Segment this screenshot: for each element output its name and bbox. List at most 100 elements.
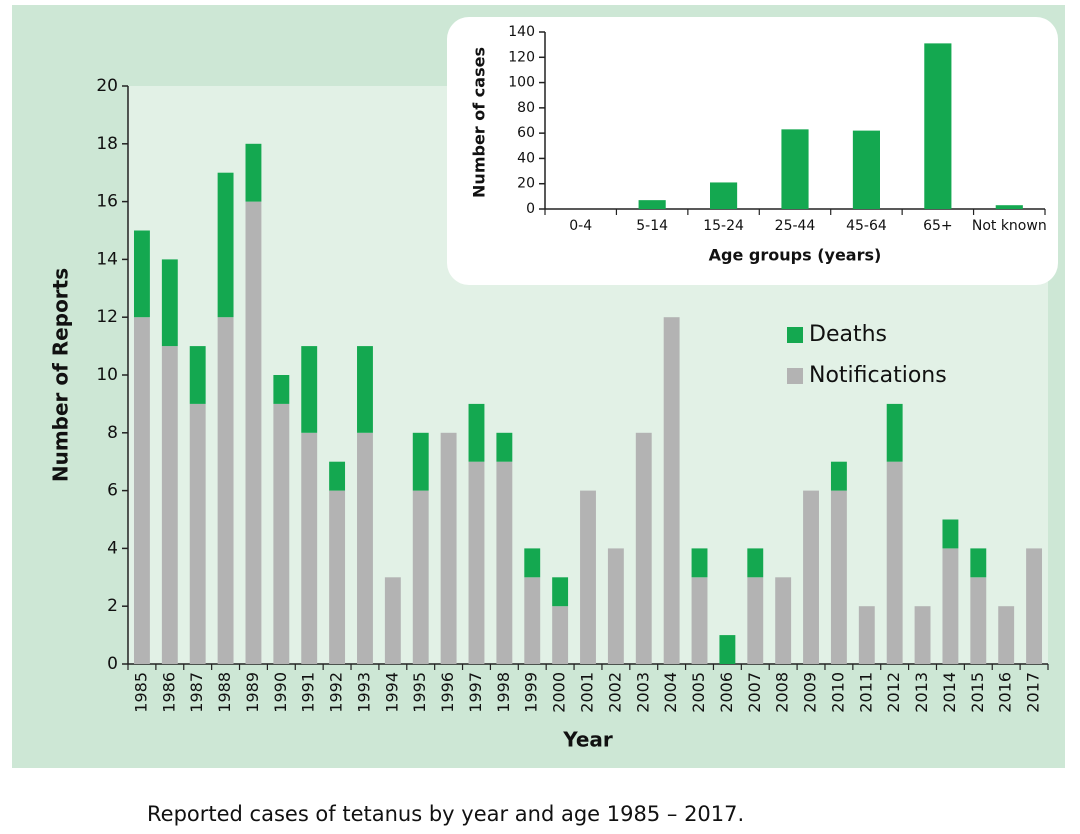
bar-segment xyxy=(830,461,847,491)
y-tick-label: 16 xyxy=(96,192,118,212)
y-tick-label: 120 xyxy=(508,49,535,65)
x-tick-label: 45-64 xyxy=(846,218,887,234)
bar-segment xyxy=(357,346,373,433)
x-tick-label: 2002 xyxy=(605,672,624,713)
bar-segment xyxy=(747,548,764,578)
x-tick-label: 2001 xyxy=(578,672,597,713)
x-tick-label: 1991 xyxy=(299,672,318,713)
bar-segment xyxy=(440,432,457,664)
y-tick-label: 4 xyxy=(107,538,118,558)
bar-segment xyxy=(970,548,987,578)
bar-segment xyxy=(189,403,206,664)
bar-segment xyxy=(133,230,150,318)
x-tick-label: 2015 xyxy=(968,672,987,713)
y-tick-label: 6 xyxy=(107,481,118,501)
x-tick-label: 2013 xyxy=(912,672,931,713)
y-tick-label: 18 xyxy=(96,134,118,154)
x-tick-label: 2008 xyxy=(773,672,792,713)
bar-segment xyxy=(496,461,513,664)
x-tick-label: 15-24 xyxy=(703,218,744,234)
y-tick-label: 40 xyxy=(517,150,535,166)
x-tick-label: 1994 xyxy=(382,672,401,713)
bar-segment xyxy=(217,317,234,664)
y-tick-label: 8 xyxy=(107,423,118,443)
x-tick-label: 2006 xyxy=(717,672,736,713)
y-axis-title: Number of Reports xyxy=(49,268,73,482)
bar-segment xyxy=(133,317,150,664)
bar-segment xyxy=(942,548,959,664)
x-tick-label: 1986 xyxy=(159,672,178,713)
bar-segment xyxy=(886,461,903,664)
y-tick-label: 10 xyxy=(96,365,118,385)
bar-segment xyxy=(970,577,987,664)
bar-segment xyxy=(496,432,513,462)
bar-segment xyxy=(412,490,429,664)
x-tick-label: 2005 xyxy=(689,672,708,713)
x-tick-label: 1995 xyxy=(410,672,429,713)
bar-segment xyxy=(747,577,764,664)
y-tick-label: 20 xyxy=(517,176,535,192)
bar-segment xyxy=(942,519,959,549)
bar xyxy=(710,182,738,209)
bar-segment xyxy=(329,461,346,491)
bar-segment xyxy=(691,548,708,578)
y-tick-label: 14 xyxy=(96,249,118,269)
bar-segment xyxy=(468,403,485,462)
y-tick-label: 0 xyxy=(107,654,118,674)
bar xyxy=(995,205,1023,209)
x-tick-label: 2010 xyxy=(828,672,847,713)
bar-segment xyxy=(161,259,178,347)
bar-segment xyxy=(273,375,290,404)
bar-segment xyxy=(635,432,652,664)
y-tick-label: 20 xyxy=(96,76,118,96)
y-tick-label: 100 xyxy=(508,75,535,91)
bar xyxy=(781,129,809,209)
x-tick-label: 2014 xyxy=(940,672,959,713)
legend-label: Deaths xyxy=(809,322,887,347)
x-tick-label: 1988 xyxy=(215,672,234,713)
x-tick-label: Not known xyxy=(972,218,1047,234)
x-axis-title: Year xyxy=(562,728,613,752)
x-tick-label: 2003 xyxy=(633,672,652,713)
x-tick-label: 25-44 xyxy=(775,218,816,234)
bar xyxy=(638,200,666,209)
bar-segment xyxy=(161,346,178,664)
bar xyxy=(852,130,880,209)
x-tick-label: 1987 xyxy=(187,672,206,713)
y-tick-label: 80 xyxy=(517,100,535,116)
bar-segment xyxy=(468,461,485,664)
bar-segment xyxy=(663,317,680,664)
x-tick-label: 5-14 xyxy=(636,218,668,234)
x-tick-label: 2011 xyxy=(856,672,875,713)
x-tick-label: 1985 xyxy=(131,672,150,713)
x-tick-label: 1989 xyxy=(243,672,262,713)
bar-segment xyxy=(775,577,792,664)
bar-segment xyxy=(301,346,318,433)
bar-segment xyxy=(245,143,262,202)
bar-segment xyxy=(998,606,1015,664)
bar-segment xyxy=(217,172,234,318)
x-tick-label: 2009 xyxy=(801,672,820,713)
x-tick-label: 2007 xyxy=(745,672,764,713)
bar-segment xyxy=(830,490,847,664)
bar-segment xyxy=(914,606,931,664)
legend-swatch xyxy=(787,368,803,384)
bar-segment xyxy=(858,606,875,664)
legend-swatch xyxy=(787,327,803,343)
x-tick-label: 1997 xyxy=(466,672,485,713)
inset-panel xyxy=(447,17,1058,285)
x-tick-label: 1998 xyxy=(494,672,513,713)
bar-segment xyxy=(691,577,708,664)
bar-segment xyxy=(886,403,903,462)
caption: Reported cases of tetanus by year and ag… xyxy=(147,802,744,826)
bar-segment xyxy=(301,432,318,664)
y-tick-label: 60 xyxy=(517,125,535,141)
bar xyxy=(924,43,952,209)
bar-segment xyxy=(803,490,819,664)
y-tick-label: 2 xyxy=(107,596,118,616)
x-tick-label: 2017 xyxy=(1024,672,1043,713)
x-tick-label: 2016 xyxy=(996,672,1015,713)
x-tick-label: 2000 xyxy=(550,672,569,713)
bar-segment xyxy=(580,490,596,664)
